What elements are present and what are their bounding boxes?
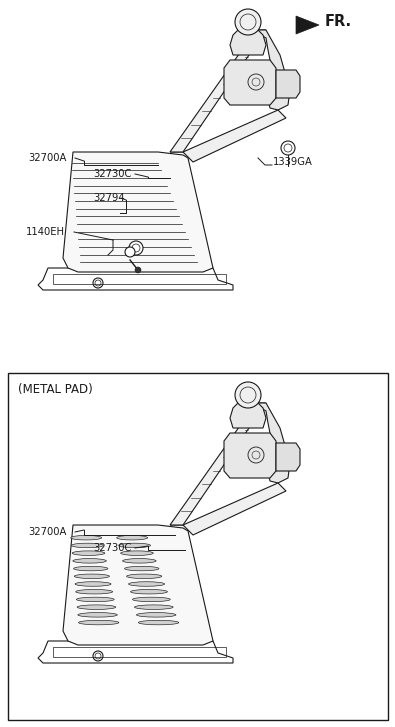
Ellipse shape <box>76 597 114 602</box>
Polygon shape <box>276 70 300 98</box>
Ellipse shape <box>73 566 108 571</box>
Text: 1140EH: 1140EH <box>26 227 65 237</box>
Ellipse shape <box>71 536 102 540</box>
Ellipse shape <box>75 582 111 586</box>
Ellipse shape <box>79 620 119 624</box>
Text: 32700A: 32700A <box>28 153 66 163</box>
Circle shape <box>235 9 261 35</box>
Ellipse shape <box>76 590 113 594</box>
Ellipse shape <box>134 605 173 609</box>
Polygon shape <box>230 401 266 428</box>
Ellipse shape <box>74 574 109 579</box>
Bar <box>8 373 388 720</box>
Polygon shape <box>170 403 266 525</box>
Ellipse shape <box>132 597 170 602</box>
Polygon shape <box>224 433 276 478</box>
Ellipse shape <box>72 551 105 555</box>
Polygon shape <box>256 403 290 483</box>
Ellipse shape <box>126 574 162 579</box>
Ellipse shape <box>128 582 165 586</box>
Polygon shape <box>183 110 286 162</box>
Ellipse shape <box>73 558 106 563</box>
Polygon shape <box>296 16 319 34</box>
Polygon shape <box>276 443 300 471</box>
Text: 32700A: 32700A <box>28 527 66 537</box>
Ellipse shape <box>130 590 167 594</box>
Text: 1339GA: 1339GA <box>273 157 313 167</box>
Ellipse shape <box>138 620 179 624</box>
Circle shape <box>235 382 261 408</box>
Text: (METAL PAD): (METAL PAD) <box>18 382 93 395</box>
Ellipse shape <box>77 605 116 609</box>
Circle shape <box>129 241 143 255</box>
Ellipse shape <box>71 543 103 547</box>
Polygon shape <box>63 525 213 645</box>
Text: 32794: 32794 <box>93 193 125 203</box>
Polygon shape <box>170 30 266 152</box>
Ellipse shape <box>136 613 176 617</box>
Polygon shape <box>230 28 266 55</box>
Text: 32730C: 32730C <box>93 169 132 179</box>
Polygon shape <box>256 30 290 110</box>
Polygon shape <box>224 60 276 105</box>
Ellipse shape <box>78 613 117 617</box>
Polygon shape <box>183 483 286 535</box>
Ellipse shape <box>122 558 156 563</box>
Ellipse shape <box>117 536 148 540</box>
Polygon shape <box>63 152 213 272</box>
Text: FR.: FR. <box>325 14 352 29</box>
Circle shape <box>135 267 141 273</box>
Text: 32730C: 32730C <box>93 543 132 553</box>
Ellipse shape <box>120 551 153 555</box>
Circle shape <box>125 247 135 257</box>
Circle shape <box>281 141 295 155</box>
Ellipse shape <box>118 543 150 547</box>
Ellipse shape <box>124 566 159 571</box>
